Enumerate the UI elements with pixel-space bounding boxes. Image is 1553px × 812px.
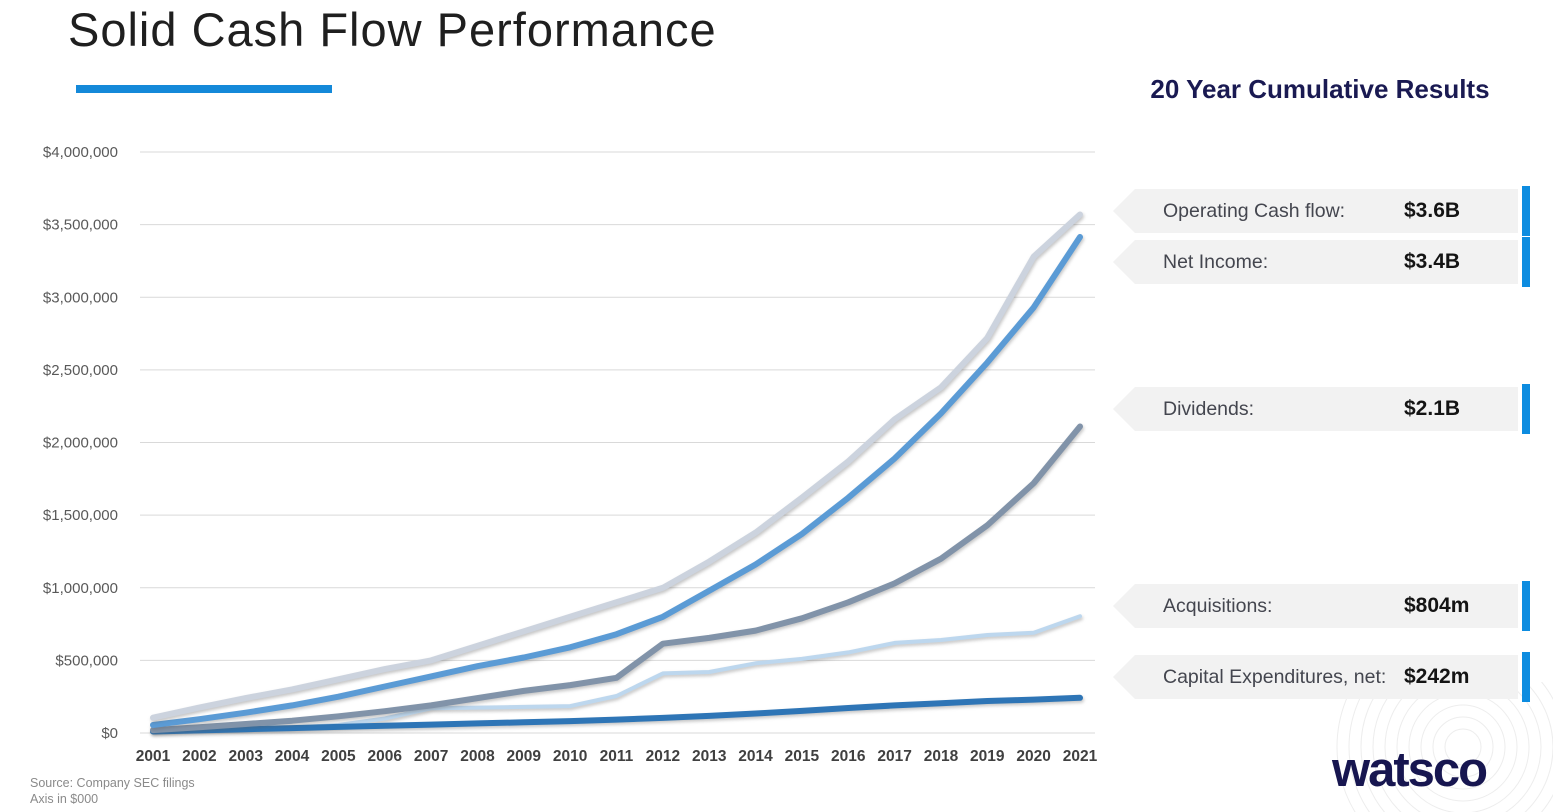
- axis-note: Axis in $000: [30, 792, 99, 806]
- x-axis-tick-label: 2014: [738, 748, 773, 765]
- x-axis-tick-label: 2019: [970, 748, 1005, 765]
- callout-operating-cash-flow: Operating Cash flow: $3.6B: [1113, 186, 1530, 236]
- y-axis-tick-label: $3,500,000: [43, 217, 118, 234]
- callout-box: Net Income: $3.4B: [1113, 240, 1518, 284]
- x-axis-tick-label: 2015: [785, 748, 820, 765]
- callout-box: Acquisitions: $804m: [1113, 584, 1518, 628]
- x-axis-tick-label: 2016: [831, 748, 866, 765]
- x-axis-tick-label: 2005: [321, 748, 356, 765]
- x-axis-tick-label: 2012: [646, 748, 680, 765]
- x-axis-tick-label: 2021: [1063, 748, 1098, 765]
- callout-box: Dividends: $2.1B: [1113, 387, 1518, 431]
- x-axis-tick-label: 2009: [507, 748, 542, 765]
- y-axis-tick-label: $1,500,000: [43, 507, 118, 524]
- callout-label: Operating Cash flow:: [1163, 199, 1346, 222]
- y-axis-tick-label: $500,000: [55, 652, 118, 669]
- callout-accent-bar: [1522, 652, 1530, 702]
- y-axis-tick-label: $2,500,000: [43, 362, 118, 379]
- callout-capital-expenditures: Capital Expenditures, net: $242m: [1113, 652, 1530, 702]
- callout-value: $3.6B: [1404, 199, 1461, 222]
- callout-label: Net Income:: [1163, 250, 1269, 273]
- callout-dividends: Dividends: $2.1B: [1113, 384, 1530, 434]
- footnotes: Source: Company SEC filings Axis in $000: [30, 775, 195, 807]
- y-axis-tick-label: $1,000,000: [43, 580, 118, 597]
- callout-acquisitions: Acquisitions: $804m: [1113, 581, 1530, 631]
- callout-box: Operating Cash flow: $3.6B: [1113, 189, 1518, 233]
- watsco-logo: watsco: [1332, 743, 1488, 797]
- x-axis-tick-label: 2017: [877, 748, 911, 765]
- x-axis-tick-label: 2011: [600, 748, 634, 765]
- callout-accent-bar: [1522, 237, 1530, 287]
- x-axis-tick-label: 2002: [182, 748, 216, 765]
- callout-accent-bar: [1522, 186, 1530, 236]
- callout-accent-bar: [1522, 581, 1530, 631]
- x-axis-tick-label: 2006: [368, 748, 403, 765]
- x-axis-tick-label: 2020: [1016, 748, 1050, 765]
- series-line-operating-cash-flow-cumulative: [150, 211, 1083, 721]
- page-title: Solid Cash Flow Performance: [68, 3, 717, 56]
- series-line-capital-expenditures-net-cumulative: [150, 694, 1083, 735]
- callout-value: $3.4B: [1404, 250, 1461, 273]
- callout-label: Capital Expenditures, net:: [1163, 665, 1387, 688]
- x-axis-tick-label: 2004: [275, 748, 310, 765]
- y-axis-tick-label: $0: [101, 725, 118, 742]
- x-axis-tick-label: 2007: [414, 748, 448, 765]
- callout-value: $242m: [1404, 665, 1470, 688]
- y-axis-tick-label: $3,000,000: [43, 289, 118, 306]
- callout-accent-bar: [1522, 384, 1530, 434]
- callout-box: Capital Expenditures, net: $242m: [1113, 655, 1518, 699]
- callout-value: $2.1B: [1404, 397, 1461, 420]
- y-axis-tick-label: $4,000,000: [43, 144, 118, 161]
- x-axis-tick-label: 2008: [460, 748, 495, 765]
- x-axis-tick-label: 2001: [136, 748, 171, 765]
- callout-label: Dividends:: [1163, 397, 1255, 420]
- panel-heading: 20 Year Cumulative Results: [1150, 74, 1490, 104]
- series-line-dividends-cumulative: [150, 423, 1083, 734]
- title-underline: [76, 85, 332, 93]
- y-axis-tick-label: $2,000,000: [43, 435, 118, 452]
- callout-value: $804m: [1404, 594, 1470, 617]
- source-note: Source: Company SEC filings: [30, 776, 195, 790]
- x-axis-tick-label: 2003: [228, 748, 263, 765]
- callout-net-income: Net Income: $3.4B: [1113, 237, 1530, 287]
- x-axis-tick-label: 2018: [924, 748, 959, 765]
- callout-label: Acquisitions:: [1163, 594, 1273, 617]
- x-axis-tick-label: 2013: [692, 748, 727, 765]
- series-line-net-income-cumulative: [150, 234, 1083, 728]
- x-axis-tick-label: 2010: [553, 748, 587, 765]
